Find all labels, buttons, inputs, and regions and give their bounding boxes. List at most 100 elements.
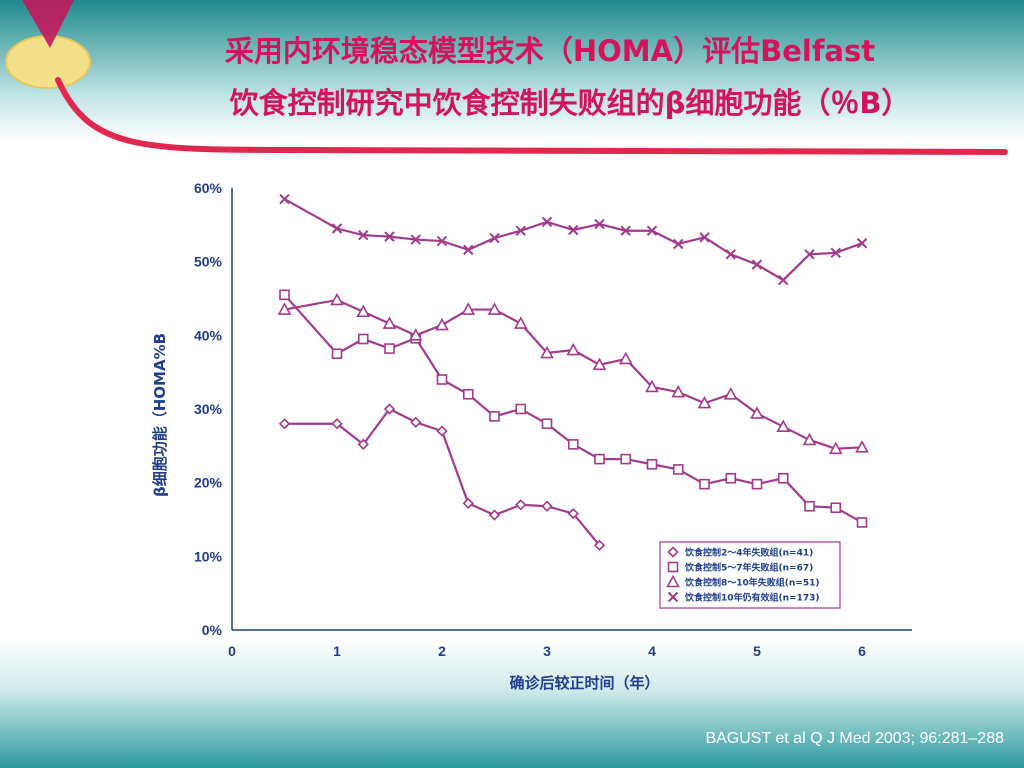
data-point-square — [830, 502, 842, 514]
x-tick-label: 4 — [648, 643, 656, 659]
data-point-square — [646, 458, 658, 470]
data-point-square — [594, 453, 605, 465]
data-point-triangle — [566, 342, 581, 356]
data-point-square — [541, 418, 553, 430]
data-point-x — [463, 244, 474, 256]
data-point-square — [384, 343, 395, 354]
x-tick-label: 6 — [858, 643, 866, 659]
data-point-x — [594, 218, 605, 230]
data-point-square — [699, 478, 710, 490]
data-point-diamond — [331, 418, 343, 430]
data-point-x — [646, 225, 658, 236]
data-point-x — [778, 274, 789, 286]
data-point-triangle — [776, 419, 791, 432]
data-point-triangle — [356, 304, 371, 318]
legend-label: 饮食控制5～7年失败组(n=67) — [684, 562, 813, 574]
data-point-x — [436, 235, 448, 247]
legend-box — [659, 541, 841, 609]
y-axis-title: β细胞功能（HOMA%B — [151, 333, 169, 497]
y-tick-label: 0% — [202, 622, 223, 638]
legend-label: 饮食控制2～4年失败组(n=41) — [684, 547, 813, 559]
data-point-square — [804, 500, 815, 512]
data-point-diamond — [410, 416, 422, 428]
data-point-triangle — [697, 395, 712, 409]
data-point-diamond — [667, 546, 679, 558]
data-point-square — [777, 472, 789, 484]
slide-title-line1: 采用内环境稳态模型技术（HOMA）评估Belfast — [224, 34, 876, 68]
data-point-triangle — [513, 316, 528, 329]
data-point-triangle — [645, 379, 659, 393]
y-tick-label: 40% — [194, 327, 223, 343]
series-line — [283, 294, 863, 524]
data-point-square — [567, 439, 579, 450]
x-axis-title: 确诊后较正时间（年） — [509, 674, 659, 692]
chart-legend: 饮食控制2～4年失败组(n=41) 饮食控制5～7年失败组(n=67) 饮食控制8～… — [659, 541, 841, 609]
data-point-square — [667, 561, 679, 573]
data-point-square — [357, 333, 369, 345]
x-tick-label: 3 — [543, 643, 551, 659]
data-point-triangle — [461, 302, 476, 315]
data-point-x — [384, 231, 395, 242]
data-point-triangle — [723, 387, 738, 400]
data-point-triangle — [855, 440, 869, 453]
data-point-triangle — [435, 317, 449, 331]
data-point-x — [804, 249, 815, 260]
data-point-triangle — [802, 432, 817, 446]
data-point-square — [279, 289, 290, 301]
data-point-square — [725, 472, 737, 484]
data-point-x — [751, 259, 763, 270]
data-point-diamond — [541, 500, 553, 512]
data-point-triangle — [487, 302, 502, 315]
series-4 — [279, 193, 868, 286]
data-point-triangle — [330, 292, 344, 306]
accent-curve — [55, 77, 1008, 155]
data-point-square — [489, 411, 500, 422]
data-point-diamond — [278, 418, 291, 430]
legend-label: 饮食控制10年仍有效组(n=173) — [684, 592, 820, 604]
x-tick-label: 0 — [228, 643, 236, 659]
x-tick-label: 5 — [753, 643, 761, 659]
data-point-x — [541, 216, 553, 228]
series-1 — [278, 403, 606, 551]
data-point-x — [699, 232, 710, 243]
data-point-x — [568, 224, 579, 236]
data-point-square — [672, 464, 684, 475]
slide-title-line2: 饮食控制研究中饮食控制失败组的β细胞功能（％B） — [229, 86, 911, 120]
data-point-x — [856, 238, 868, 249]
data-point-x — [673, 238, 684, 250]
data-point-x — [830, 247, 841, 259]
data-point-x — [725, 249, 736, 260]
legend-label: 饮食控制8～10年失败组(n=51) — [684, 577, 820, 589]
data-point-square — [331, 348, 343, 360]
data-point-square — [462, 388, 474, 400]
data-point-x — [410, 234, 421, 245]
data-point-triangle — [671, 384, 686, 398]
series-line — [283, 198, 863, 282]
data-point-x — [620, 225, 631, 236]
data-point-triangle — [382, 316, 397, 329]
chart-axes: 0% 10% 20% 30% 40% 50% 60% 0 1 2 3 4 5 6 确诊后较正时间（年） β细胞… — [151, 180, 912, 692]
data-point-square — [436, 374, 448, 385]
citation: BAGUST et al Q J Med 2003; 96:281–288 — [705, 730, 1004, 747]
data-point-triangle — [618, 351, 633, 365]
data-point-diamond — [515, 499, 527, 511]
data-point-x — [358, 229, 369, 241]
series-2 — [279, 289, 868, 528]
data-point-triangle — [592, 357, 607, 371]
data-point-diamond — [436, 425, 448, 437]
y-tick-label: 50% — [194, 254, 223, 270]
data-point-x — [331, 223, 343, 234]
data-point-triangle — [828, 441, 843, 455]
x-tick-label: 1 — [333, 643, 341, 659]
data-point-square — [751, 478, 763, 490]
data-point-square — [856, 517, 868, 528]
x-tick-label: 2 — [438, 643, 446, 659]
data-point-triangle — [408, 328, 423, 341]
series-3 — [277, 292, 869, 455]
y-tick-label: 60% — [194, 180, 223, 196]
y-tick-label: 30% — [194, 401, 223, 417]
data-point-triangle — [277, 302, 292, 315]
